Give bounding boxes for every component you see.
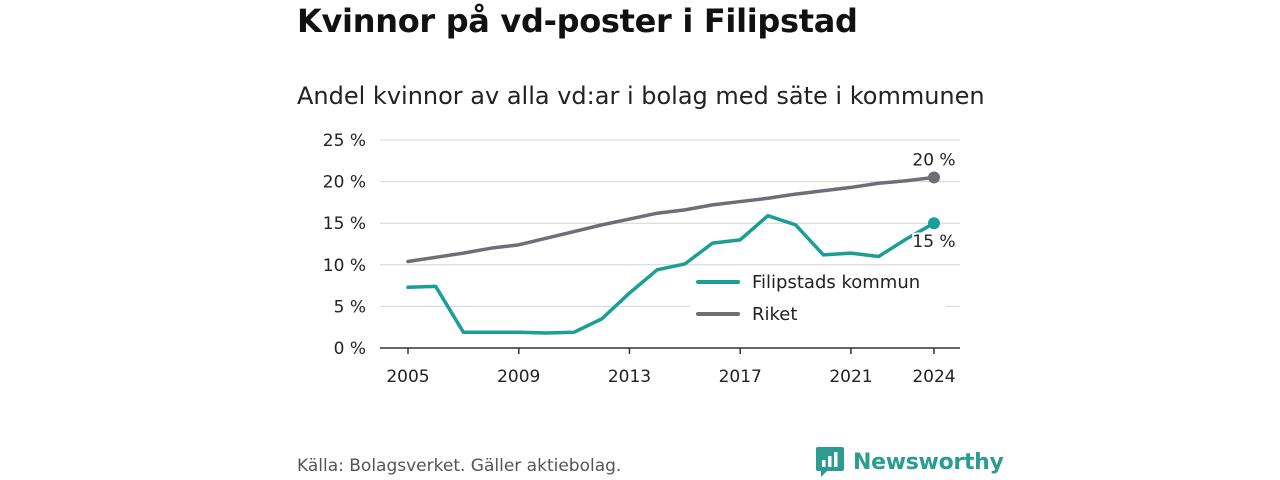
x-tick-label: 2017 bbox=[719, 367, 762, 387]
y-tick-label: 20 % bbox=[323, 173, 366, 193]
end-label-filipstad: 15 % bbox=[912, 232, 955, 252]
y-tick-label: 10 % bbox=[323, 256, 366, 276]
y-tick-label: 15 % bbox=[323, 214, 366, 234]
newsworthy-logo: Newsworthy bbox=[815, 446, 1004, 478]
chart-title: Kvinnor på vd-poster i Filipstad bbox=[297, 2, 858, 40]
legend-label: Filipstads kommun bbox=[752, 272, 920, 293]
legend-box bbox=[690, 266, 946, 332]
x-tick-label: 2024 bbox=[912, 367, 955, 387]
y-tick-label: 0 % bbox=[334, 339, 366, 359]
x-tick-label: 2005 bbox=[386, 367, 429, 387]
source-note: Källa: Bolagsverket. Gäller aktiebolag. bbox=[297, 456, 622, 476]
brand-name: Newsworthy bbox=[853, 449, 1004, 475]
end-point-filipstad bbox=[928, 217, 940, 230]
chart-subtitle: Andel kvinnor av alla vd:ar i bolag med … bbox=[297, 82, 985, 110]
legend-label: Riket bbox=[752, 304, 797, 325]
newsworthy-icon bbox=[816, 447, 844, 477]
y-tick-label: 5 % bbox=[334, 297, 366, 317]
x-tick-label: 2013 bbox=[608, 367, 651, 387]
series-line-filipstad bbox=[406, 213, 936, 335]
x-tick-label: 2009 bbox=[497, 367, 540, 387]
x-tick-label: 2021 bbox=[829, 367, 872, 387]
end-point-riket bbox=[928, 171, 940, 184]
y-tick-label: 25 % bbox=[323, 131, 366, 151]
end-label-riket: 20 % bbox=[912, 150, 955, 170]
series-line-riket bbox=[406, 175, 936, 264]
